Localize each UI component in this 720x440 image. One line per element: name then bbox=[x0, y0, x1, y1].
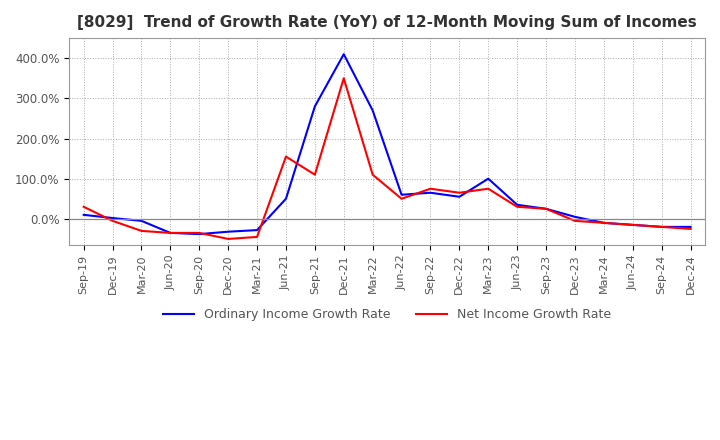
Net Income Growth Rate bbox=[629, 222, 637, 227]
Ordinary Income Growth Rate bbox=[224, 229, 233, 235]
Ordinary Income Growth Rate bbox=[484, 176, 492, 181]
Ordinary Income Growth Rate bbox=[195, 231, 204, 237]
Line: Net Income Growth Rate: Net Income Growth Rate bbox=[84, 78, 690, 239]
Net Income Growth Rate bbox=[455, 190, 464, 195]
Ordinary Income Growth Rate bbox=[686, 224, 695, 230]
Ordinary Income Growth Rate bbox=[426, 190, 435, 195]
Title: [8029]  Trend of Growth Rate (YoY) of 12-Month Moving Sum of Incomes: [8029] Trend of Growth Rate (YoY) of 12-… bbox=[77, 15, 697, 30]
Net Income Growth Rate bbox=[137, 228, 145, 234]
Ordinary Income Growth Rate bbox=[455, 194, 464, 199]
Net Income Growth Rate bbox=[484, 186, 492, 191]
Net Income Growth Rate bbox=[79, 204, 88, 209]
Net Income Growth Rate bbox=[282, 154, 290, 159]
Net Income Growth Rate bbox=[108, 218, 117, 224]
Ordinary Income Growth Rate bbox=[253, 227, 261, 233]
Net Income Growth Rate bbox=[339, 76, 348, 81]
Net Income Growth Rate bbox=[310, 172, 319, 177]
Ordinary Income Growth Rate bbox=[513, 202, 521, 207]
Net Income Growth Rate bbox=[253, 234, 261, 239]
Ordinary Income Growth Rate bbox=[166, 230, 175, 235]
Ordinary Income Growth Rate bbox=[79, 212, 88, 217]
Net Income Growth Rate bbox=[397, 196, 406, 202]
Ordinary Income Growth Rate bbox=[629, 222, 637, 227]
Legend: Ordinary Income Growth Rate, Net Income Growth Rate: Ordinary Income Growth Rate, Net Income … bbox=[158, 303, 616, 326]
Net Income Growth Rate bbox=[166, 230, 175, 235]
Ordinary Income Growth Rate bbox=[369, 108, 377, 113]
Ordinary Income Growth Rate bbox=[571, 214, 580, 220]
Ordinary Income Growth Rate bbox=[397, 192, 406, 198]
Net Income Growth Rate bbox=[657, 224, 666, 230]
Ordinary Income Growth Rate bbox=[282, 196, 290, 202]
Ordinary Income Growth Rate bbox=[600, 220, 608, 226]
Ordinary Income Growth Rate bbox=[541, 206, 550, 212]
Ordinary Income Growth Rate bbox=[657, 224, 666, 230]
Ordinary Income Growth Rate bbox=[108, 216, 117, 221]
Net Income Growth Rate bbox=[426, 186, 435, 191]
Ordinary Income Growth Rate bbox=[310, 104, 319, 109]
Net Income Growth Rate bbox=[195, 230, 204, 235]
Net Income Growth Rate bbox=[600, 220, 608, 226]
Ordinary Income Growth Rate bbox=[137, 218, 145, 224]
Net Income Growth Rate bbox=[224, 236, 233, 242]
Net Income Growth Rate bbox=[513, 204, 521, 209]
Net Income Growth Rate bbox=[541, 206, 550, 212]
Ordinary Income Growth Rate bbox=[339, 51, 348, 57]
Net Income Growth Rate bbox=[369, 172, 377, 177]
Net Income Growth Rate bbox=[686, 226, 695, 231]
Line: Ordinary Income Growth Rate: Ordinary Income Growth Rate bbox=[84, 54, 690, 234]
Net Income Growth Rate bbox=[571, 218, 580, 224]
